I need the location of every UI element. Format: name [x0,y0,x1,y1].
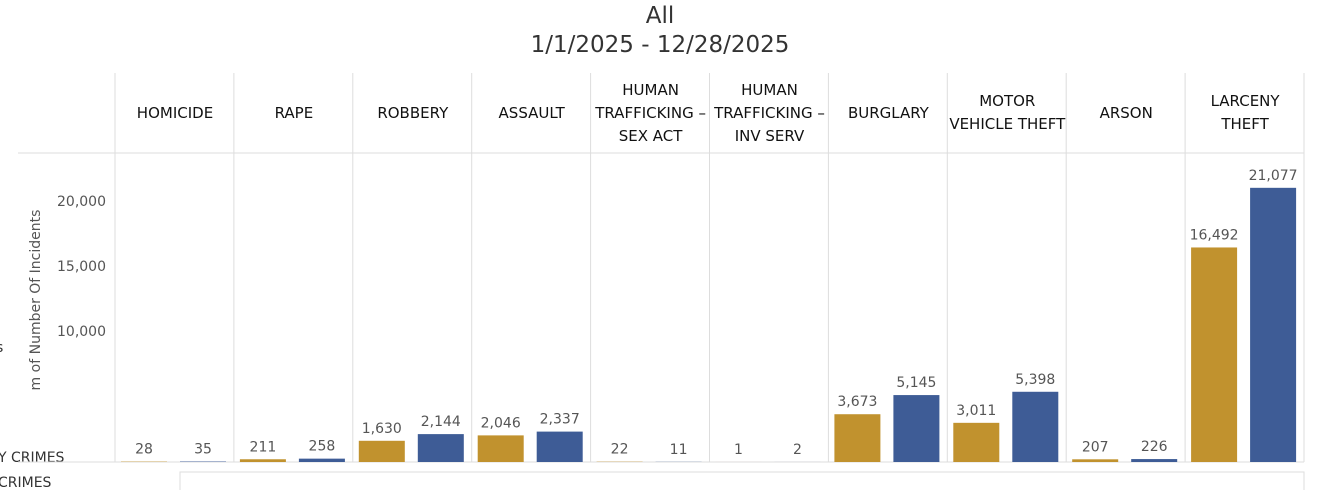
value-label: 226 [1141,439,1168,455]
bar [1012,392,1058,462]
y-tick-label: 15,000 [57,259,106,275]
value-label: 2 [793,442,802,458]
bar [537,432,583,462]
bar [359,441,405,462]
value-label: 1 [734,442,743,458]
cropped-panel [180,472,1304,490]
value-label: 28 [135,442,153,458]
value-label: 2,046 [481,415,521,431]
category-header: HUMAN TRAFFICKING – SEX ACT [591,73,710,153]
value-label: 258 [309,439,336,455]
value-label: 21,077 [1249,168,1298,184]
value-label: 207 [1082,439,1109,455]
value-label: 2,144 [421,414,461,430]
category-header: HUMAN TRAFFICKING – INV SERV [710,73,829,153]
value-label: 5,145 [896,375,936,391]
bar [299,459,345,462]
y-tick-label: 10,000 [57,324,106,340]
bar [1191,247,1237,462]
value-label: 16,492 [1190,227,1239,243]
value-label: 3,011 [956,403,996,419]
y-axis-title: m of Number Of Incidents [28,210,44,391]
category-header: LARCENY THEFT [1186,73,1305,153]
category-header: ROBBERY [353,73,472,153]
category-header: ASSAULT [472,73,591,153]
category-header: MOTOR VEHICLE THEFT [948,73,1067,153]
value-label: 11 [670,442,688,458]
category-header: RAPE [234,73,353,153]
bar [1131,459,1177,462]
bar [893,395,939,462]
bar [478,435,524,462]
value-label: 1,630 [362,421,402,437]
bar [240,459,286,462]
bar [953,423,999,462]
category-header: ARSON [1067,73,1186,153]
bar [418,434,464,462]
value-label: 2,337 [540,412,580,428]
y-tick-label: 20,000 [57,194,106,210]
value-label: 211 [250,439,277,455]
value-label: 3,673 [837,394,877,410]
category-header: HOMICIDE [116,73,235,153]
value-label: 22 [611,442,629,458]
bar [1250,188,1296,462]
value-label: 35 [194,442,212,458]
category-header: BURGLARY [829,73,948,153]
bar [1072,459,1118,462]
bar [834,414,880,462]
value-label: 5,398 [1015,372,1055,388]
